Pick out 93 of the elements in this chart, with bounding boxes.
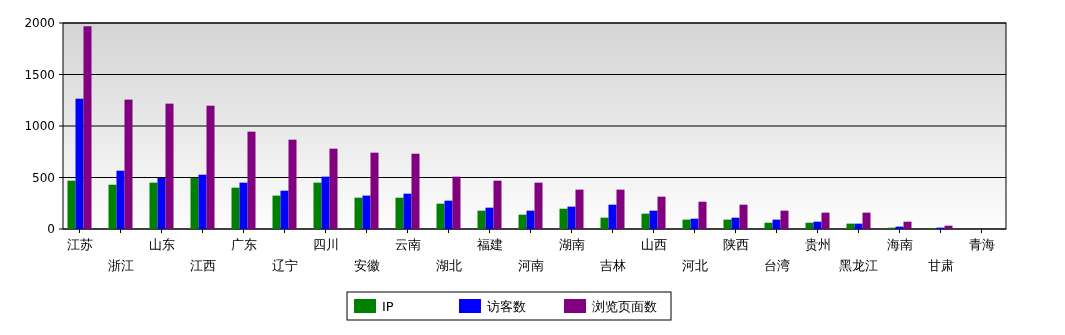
x-tick-label: 四川 xyxy=(312,237,339,252)
bar xyxy=(772,219,781,229)
bar xyxy=(280,190,289,229)
bar xyxy=(452,176,461,229)
x-tick-label: 山西 xyxy=(640,237,667,252)
bar xyxy=(477,210,486,229)
bar xyxy=(821,212,830,229)
bar xyxy=(165,103,174,229)
x-tick-label: 浙江 xyxy=(107,258,134,273)
bar xyxy=(723,219,732,229)
legend-label: 访客数 xyxy=(487,299,526,314)
y-tick-label: 1500 xyxy=(24,67,55,82)
bar xyxy=(231,187,240,229)
x-tick-label: 贵州 xyxy=(804,237,831,252)
bar xyxy=(67,180,76,229)
x-tick-label: 云南 xyxy=(394,237,421,252)
bar xyxy=(124,99,133,229)
x-tick-label: 河南 xyxy=(517,258,544,273)
bar xyxy=(649,210,658,229)
bar xyxy=(559,208,568,229)
bar xyxy=(395,197,404,229)
x-tick-label: 海南 xyxy=(886,237,913,252)
bar xyxy=(206,105,215,229)
bar xyxy=(805,222,814,229)
bar xyxy=(690,218,699,229)
bar xyxy=(239,182,248,229)
bar xyxy=(362,195,371,229)
bar xyxy=(354,197,363,229)
bar xyxy=(75,98,84,229)
bar xyxy=(641,213,650,229)
legend-label: 浏览页面数 xyxy=(592,299,657,314)
y-tick-label: 500 xyxy=(32,170,55,185)
bar xyxy=(485,207,494,229)
x-tick-label: 湖南 xyxy=(558,237,585,252)
y-tick-label: 0 xyxy=(47,222,55,236)
x-tick-label: 山东 xyxy=(148,237,175,252)
y-tick-label: 2000 xyxy=(24,16,55,30)
bar xyxy=(862,212,871,229)
x-tick-label: 江西 xyxy=(189,258,216,273)
x-tick-label: 甘肃 xyxy=(927,258,954,273)
bar xyxy=(83,26,92,229)
bar xyxy=(436,203,445,229)
legend-label: IP xyxy=(382,299,394,314)
bar xyxy=(247,131,256,229)
y-tick-label: 1000 xyxy=(24,119,55,133)
x-tick-label: 安徽 xyxy=(353,258,380,273)
bar xyxy=(157,178,166,229)
bar xyxy=(731,217,740,229)
bar xyxy=(411,153,420,229)
bar xyxy=(444,200,453,229)
bar xyxy=(616,189,625,229)
x-tick-label: 江苏 xyxy=(66,237,93,252)
bar xyxy=(903,221,912,229)
bar xyxy=(764,222,773,229)
bar xyxy=(600,217,609,229)
bar xyxy=(608,204,617,229)
bar xyxy=(526,210,535,229)
bar xyxy=(108,184,117,229)
bar xyxy=(518,214,527,229)
bar xyxy=(813,221,822,229)
bar xyxy=(149,182,158,229)
x-tick-label: 河北 xyxy=(681,258,708,273)
x-tick-label: 黑龙江 xyxy=(839,258,878,273)
bar xyxy=(575,189,584,229)
bar xyxy=(272,195,281,229)
x-tick-label: 陕西 xyxy=(722,237,749,252)
bar xyxy=(698,201,707,229)
bar xyxy=(288,139,297,229)
bar xyxy=(116,170,125,229)
x-tick-label: 湖北 xyxy=(435,258,462,273)
bar xyxy=(567,206,576,229)
bar xyxy=(329,148,338,229)
bar xyxy=(493,180,502,229)
bar xyxy=(534,182,543,229)
x-tick-label: 台湾 xyxy=(763,258,790,273)
x-tick-label: 青海 xyxy=(968,237,995,252)
bar xyxy=(846,223,855,229)
bar xyxy=(190,178,199,229)
x-tick-label: 辽宁 xyxy=(271,258,298,273)
bar xyxy=(198,174,207,229)
bar xyxy=(739,204,748,229)
x-tick-label: 福建 xyxy=(476,237,503,252)
bar xyxy=(370,152,379,229)
bar xyxy=(313,182,322,229)
bar xyxy=(403,193,412,229)
x-tick-label: 广东 xyxy=(230,237,257,252)
bar xyxy=(682,219,691,229)
bar xyxy=(944,225,953,229)
bar xyxy=(657,196,666,229)
x-tick-label: 吉林 xyxy=(599,258,626,273)
bar xyxy=(854,223,863,229)
bar xyxy=(780,210,789,229)
bar xyxy=(321,176,330,229)
